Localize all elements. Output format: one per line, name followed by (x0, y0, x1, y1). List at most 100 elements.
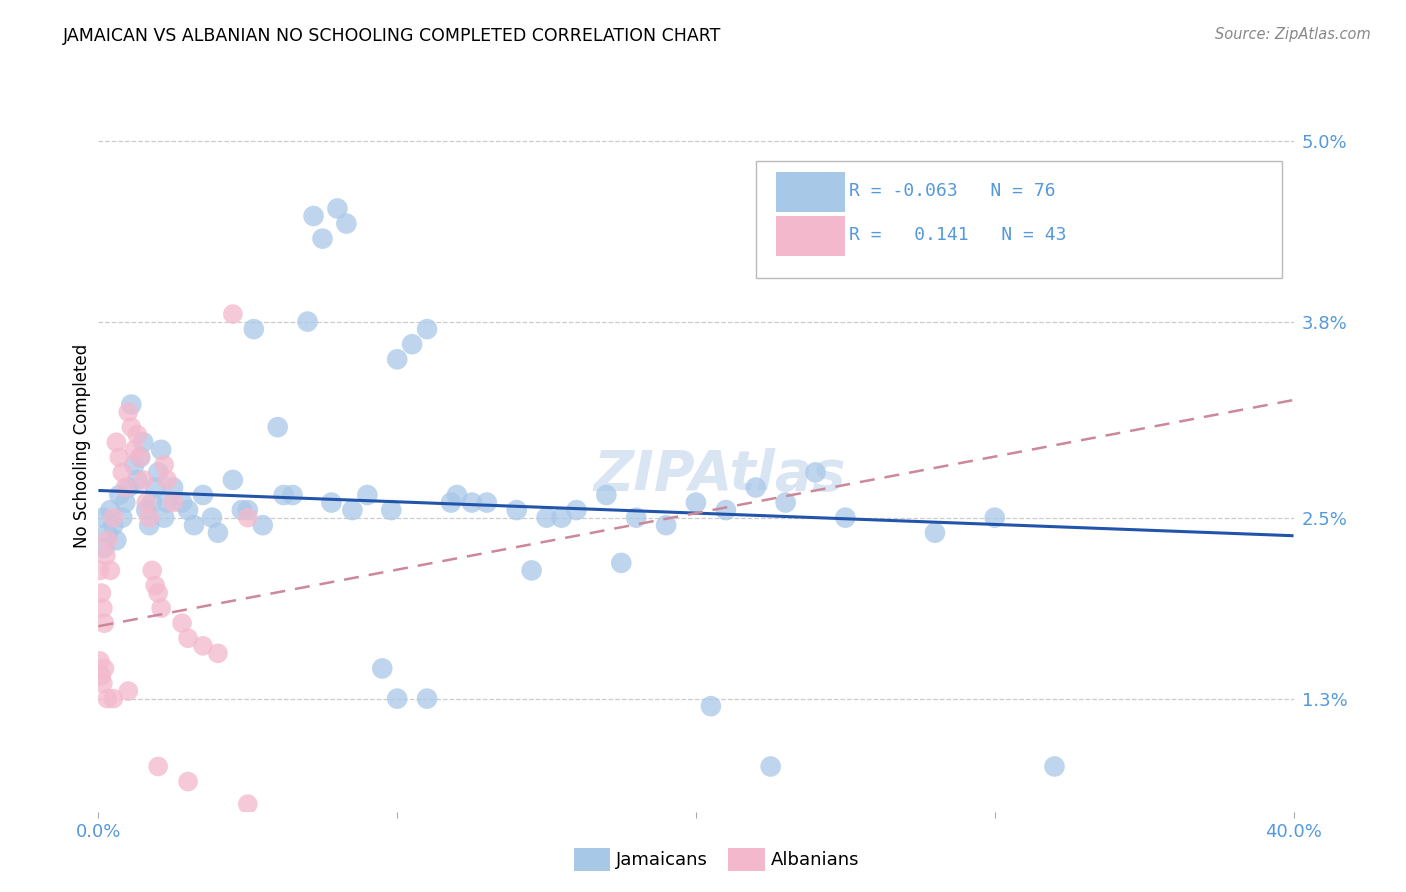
FancyBboxPatch shape (756, 161, 1282, 277)
Point (536, 510, 558, 524)
Point (685, 495, 707, 509)
Point (177, 774, 200, 789)
Point (148, 586, 170, 600)
Point (148, 466, 170, 480)
Point (321, 495, 343, 509)
Text: JAMAICAN VS ALBANIAN NO SCHOOLING COMPLETED CORRELATION CHART: JAMAICAN VS ALBANIAN NO SCHOOLING COMPLE… (63, 27, 721, 45)
Point (127, 473, 149, 487)
Point (183, 518, 205, 533)
Point (150, 601, 173, 615)
Point (162, 480, 184, 494)
Point (446, 488, 468, 502)
Point (129, 450, 152, 465)
Point (162, 495, 184, 509)
Point (150, 442, 173, 457)
Point (93, 541, 115, 555)
Point (302, 209, 325, 223)
Point (111, 510, 134, 524)
Point (172, 616, 194, 631)
Point (236, 797, 259, 812)
Point (91, 601, 114, 615)
Point (252, 518, 274, 533)
Point (759, 759, 782, 773)
Point (385, 352, 409, 367)
Point (153, 510, 176, 524)
Point (207, 646, 229, 660)
Point (550, 510, 572, 524)
Point (655, 518, 678, 533)
Point (626, 510, 648, 524)
Point (132, 473, 155, 487)
Point (98, 503, 122, 517)
Point (172, 495, 194, 509)
Point (222, 307, 245, 321)
Point (177, 503, 200, 517)
Point (89, 654, 111, 668)
Point (207, 525, 229, 540)
Point (156, 495, 179, 509)
Point (804, 466, 827, 480)
Point (143, 578, 166, 592)
Point (89, 563, 111, 577)
Point (273, 488, 295, 502)
Point (371, 661, 394, 675)
Point (96, 691, 118, 706)
Point (90, 669, 112, 683)
Point (267, 420, 290, 434)
Point (96, 533, 118, 548)
Point (124, 458, 146, 472)
Point (222, 473, 245, 487)
Point (342, 503, 364, 517)
Point (141, 495, 163, 509)
Point (520, 563, 543, 577)
Point (105, 533, 128, 548)
Point (610, 556, 633, 570)
Point (135, 495, 157, 509)
Point (297, 315, 319, 329)
Point (775, 495, 797, 509)
Text: R =   0.141   N = 43: R = 0.141 N = 43 (849, 227, 1066, 244)
Point (401, 337, 423, 351)
Point (143, 480, 166, 494)
Point (94, 549, 117, 563)
Point (108, 450, 131, 465)
Point (91, 510, 114, 524)
Point (595, 488, 617, 502)
Point (98, 563, 122, 577)
Point (380, 503, 402, 517)
Point (440, 495, 463, 509)
Point (93, 661, 115, 675)
Point (117, 684, 139, 698)
Text: Jamaicans: Jamaicans (616, 851, 707, 869)
Point (108, 488, 131, 502)
Point (138, 518, 160, 533)
Point (117, 405, 139, 419)
Point (700, 699, 723, 714)
Point (103, 518, 125, 533)
Text: Source: ZipAtlas.com: Source: ZipAtlas.com (1215, 27, 1371, 42)
Point (177, 632, 200, 646)
Text: ZIPAtlas: ZIPAtlas (593, 449, 846, 502)
Point (236, 510, 259, 524)
Point (138, 510, 160, 524)
FancyBboxPatch shape (776, 171, 845, 212)
FancyBboxPatch shape (776, 216, 845, 256)
Point (506, 503, 529, 517)
Point (153, 458, 176, 472)
Point (120, 398, 142, 412)
Point (475, 495, 498, 509)
Point (311, 232, 333, 246)
Point (132, 435, 155, 450)
Point (984, 510, 1007, 524)
Point (191, 488, 214, 502)
Point (191, 639, 214, 653)
Point (90, 586, 112, 600)
Point (111, 466, 134, 480)
Point (91, 676, 114, 690)
Point (281, 488, 304, 502)
Point (416, 691, 439, 706)
Point (335, 217, 357, 231)
Point (103, 510, 125, 524)
Point (148, 759, 170, 773)
Point (924, 525, 946, 540)
